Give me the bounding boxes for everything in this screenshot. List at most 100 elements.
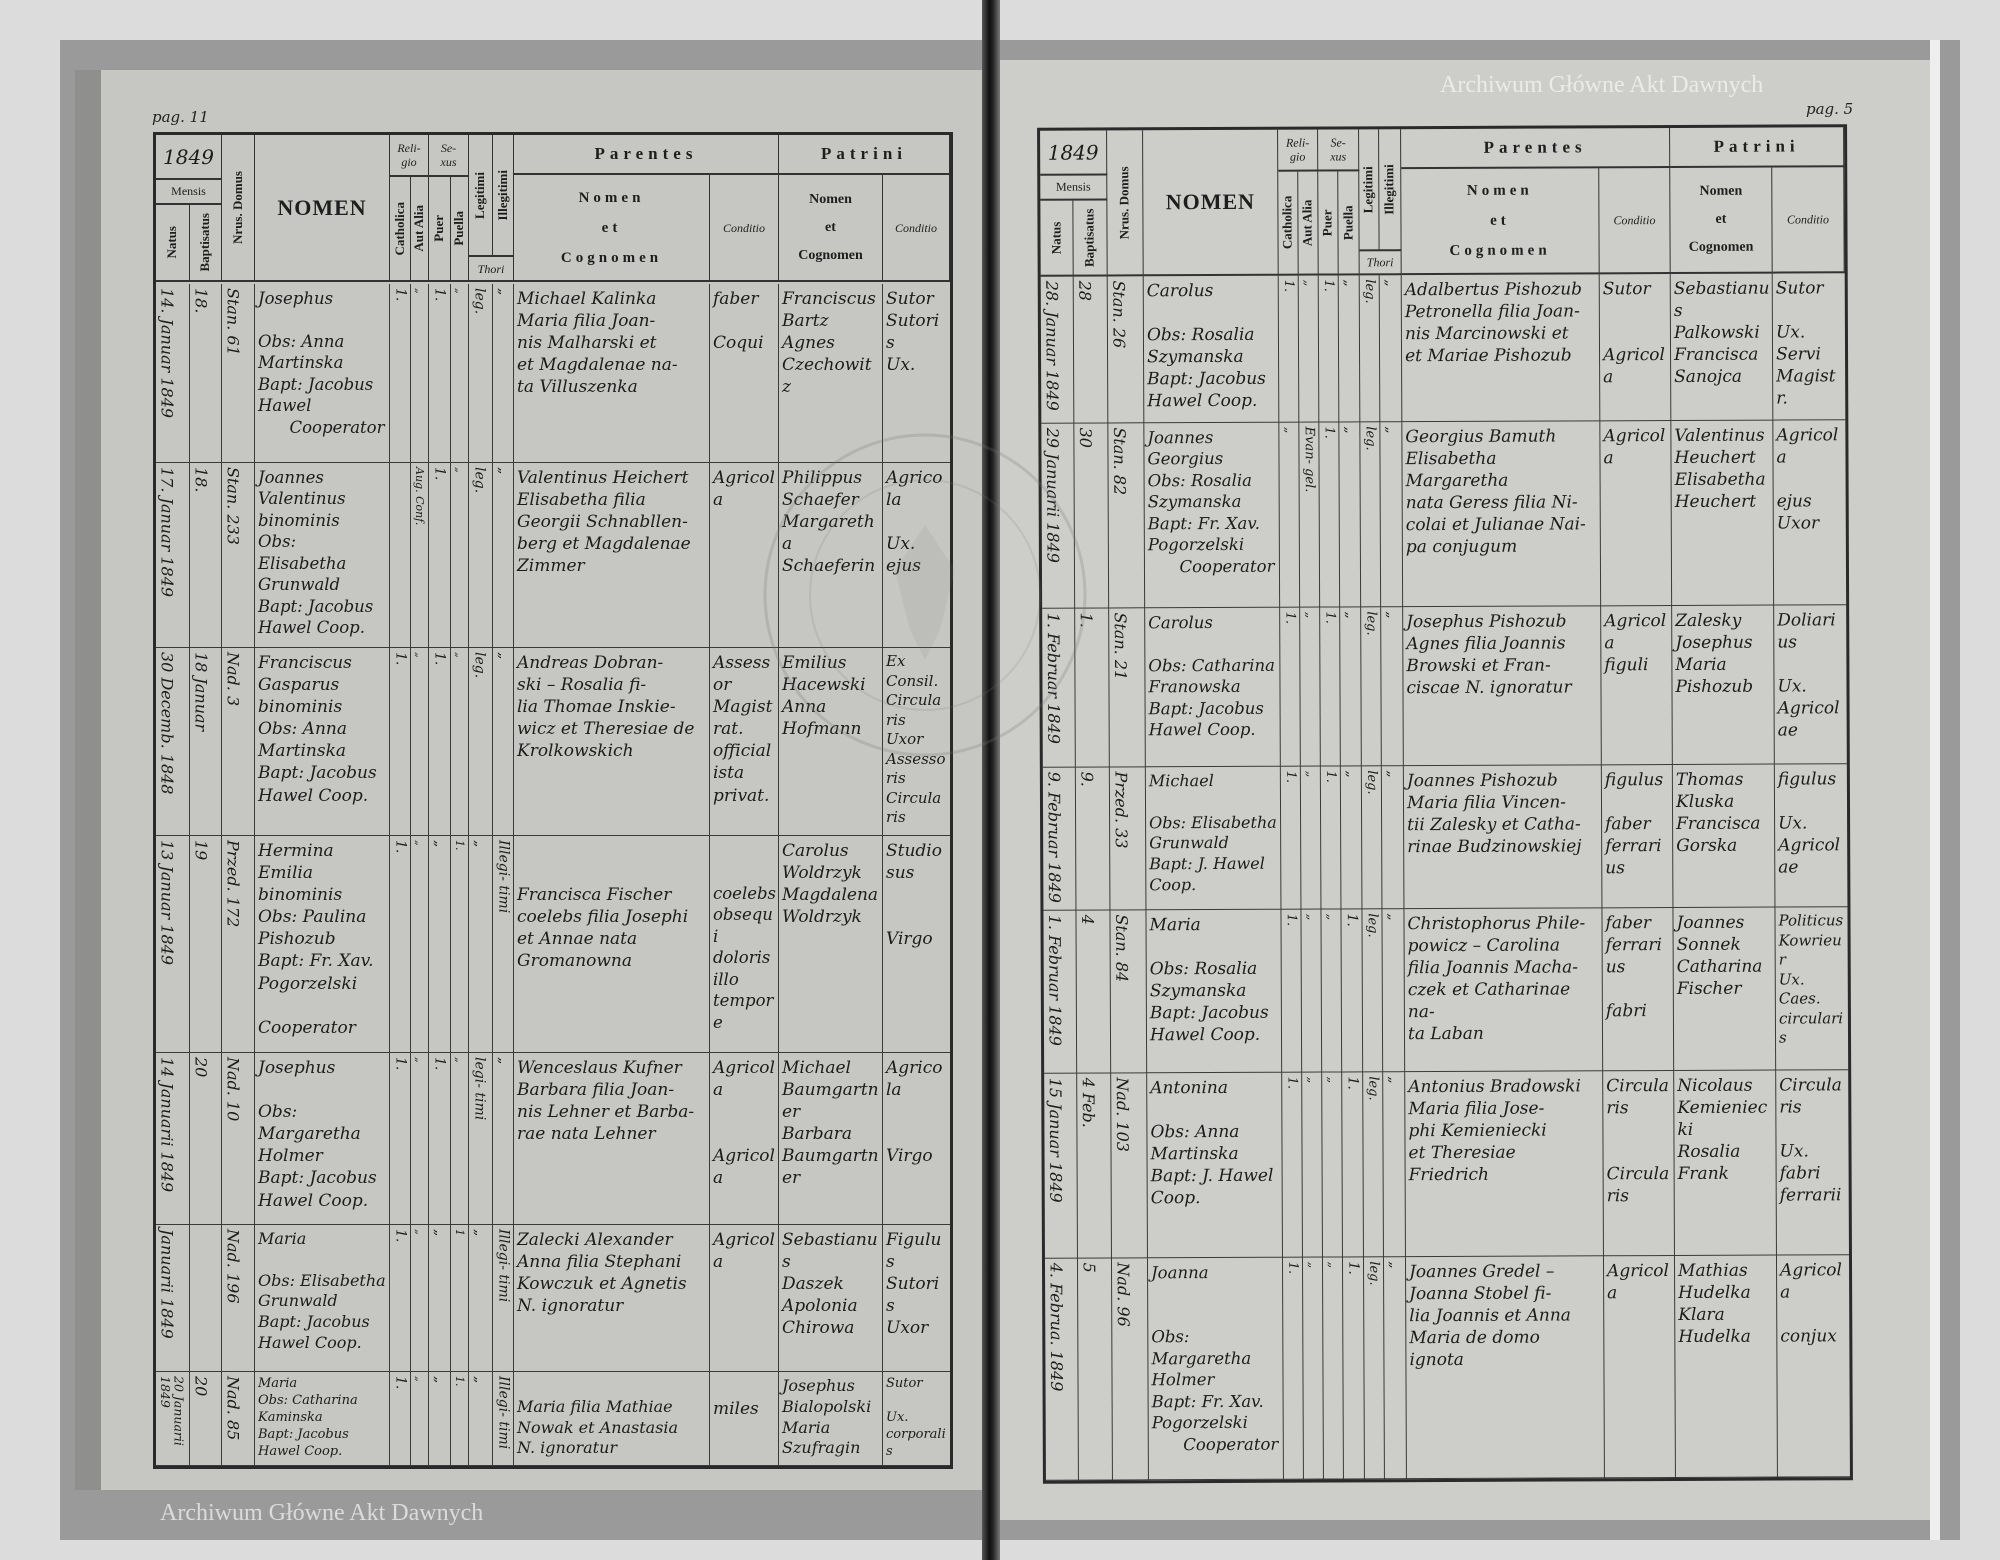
entry-parentes-nomen: Antonius Bradowski Maria filia Jose- phi… bbox=[1405, 1071, 1604, 1258]
entry-baptisatus: 5 bbox=[1077, 1258, 1113, 1481]
entry-parentes-nomen: Michael Kalinka Maria filia Joan- nis Ma… bbox=[514, 284, 710, 463]
entry-aut-alia: Aug. Conf. bbox=[411, 463, 429, 648]
entry-natus: 20 Januarii 1849 bbox=[156, 1372, 190, 1466]
entry-catholica: 1. bbox=[390, 836, 411, 1053]
entry-nomen: Josephus Obs: Margaretha Holmer Bapt: Ja… bbox=[255, 1053, 390, 1225]
header-puer: Puer bbox=[429, 177, 451, 282]
legitimi-text: leg. bbox=[1364, 913, 1380, 938]
catholica-text: 1. bbox=[1284, 1076, 1300, 1090]
puella-text: 1. bbox=[1344, 1076, 1361, 1090]
entry-puella: 1. bbox=[1342, 1072, 1364, 1258]
header-legitimi: Legitimi bbox=[469, 135, 493, 257]
register-entry-row: 15 Januar 1849 4 Feb. Nad. 103 Antonina Obs… bbox=[1044, 1070, 1849, 1259]
header-illegitimi-label: Illegitimi bbox=[1381, 163, 1397, 215]
entry-parentes-nomen: Wenceslaus Kufner Barbara filia Joan- ni… bbox=[514, 1053, 710, 1225]
entry-nomen: Joannes Valentinus binominis Obs: Elisab… bbox=[255, 463, 390, 648]
entry-parentes-conditio: Agricola bbox=[710, 1225, 779, 1372]
catholica-text: 1. bbox=[1281, 279, 1297, 293]
entry-natus: 1. Februar 1849 bbox=[1042, 608, 1076, 768]
parentes-conditio-text: Agricola bbox=[1606, 1261, 1670, 1304]
parentes-nomen-text: Zalecki Alexander Anna filia Stephani Ko… bbox=[517, 1230, 687, 1317]
entry-natus: 14. Januar 1849 bbox=[156, 284, 190, 463]
entry-puer: „ bbox=[1321, 909, 1343, 1073]
entry-natus: 9. Februar 1849 bbox=[1042, 767, 1077, 911]
entry-aut-alia: „ bbox=[1301, 909, 1323, 1073]
entry-puella: „ bbox=[451, 284, 469, 463]
puer-text: 1. bbox=[431, 652, 448, 666]
header-puella: Puella bbox=[1338, 171, 1360, 276]
header-year: 1849 bbox=[156, 135, 222, 180]
catholica-text: 1. bbox=[392, 1229, 409, 1243]
puer-text: 1. bbox=[1321, 279, 1337, 292]
puella-text: „ bbox=[453, 1057, 467, 1063]
natus-text: 9. Februar 1849 bbox=[1044, 771, 1065, 903]
entry-legitimi: „ bbox=[469, 836, 493, 1053]
parentes-nomen-text: Maria filia Mathiae Nowak et Anastasia N… bbox=[517, 1396, 679, 1458]
header-religio-label: Reli- gio bbox=[397, 141, 421, 169]
entry-legitimi: leg. bbox=[1363, 1257, 1385, 1480]
illegitimi-text: „ bbox=[1382, 426, 1399, 434]
patrini-nomen-text: Valentinus Heuchert Elisabetha Heuchert bbox=[1674, 425, 1766, 513]
entry-baptisatus: 20 bbox=[190, 1053, 222, 1225]
natus-text: 4. Februa. 1849 bbox=[1046, 1262, 1067, 1392]
header-thori-label: Thori bbox=[1366, 255, 1394, 270]
domus-text: Stan. 21 bbox=[1110, 612, 1131, 681]
entry-illegitimi: „ bbox=[493, 284, 514, 463]
baptisatus-text: 30 bbox=[1075, 427, 1096, 448]
patrini-nomen-text: Thomas Kluska Francisca Gorska bbox=[1675, 769, 1761, 857]
baptisatus-text: 4 Feb. bbox=[1078, 1077, 1099, 1128]
entry-domus: Przed. 172 bbox=[222, 836, 255, 1053]
entry-patrini-nomen: Michael Baumgartner Barbara Baumgartner bbox=[779, 1053, 883, 1225]
header-nomen: NOMEN bbox=[1143, 129, 1279, 277]
legitimi-text: leg. bbox=[1365, 1076, 1381, 1101]
entry-aut-alia: „ bbox=[411, 1053, 429, 1225]
catholica-text: 1. bbox=[392, 1376, 409, 1390]
patrini-conditio-text: Politicus Kowrieur Ux. Caes. circularis bbox=[1778, 911, 1844, 1047]
patrini-nomen-text: Nicolaus Kemieniecki Rosalia Frank bbox=[1677, 1075, 1768, 1185]
entry-patrini-conditio: Agricola ejus Uxor bbox=[1773, 420, 1847, 606]
header-mensis: Mensis bbox=[156, 180, 222, 205]
header-domus: Nrus. Domus bbox=[222, 135, 255, 282]
entry-legitimi: leg. bbox=[1362, 909, 1384, 1073]
page-margin-shadow bbox=[75, 70, 101, 1490]
patrini-conditio-text: Agricola ejus Uxor bbox=[1776, 425, 1839, 534]
entry-patrini-conditio: Sutor Sutoris Ux. bbox=[883, 284, 950, 463]
nomen-text: Josephus Obs: Anna Martinska Bapt: Jacob… bbox=[258, 289, 385, 437]
entry-puer: „ bbox=[429, 1372, 451, 1466]
entry-aut-alia: „ bbox=[1302, 1257, 1324, 1480]
entry-parentes-nomen: Valentinus Heichert Elisabetha filia Geo… bbox=[514, 463, 710, 648]
legitimi-text: legi- timi bbox=[471, 1057, 488, 1121]
page-number-left: pag. 11 bbox=[152, 108, 209, 126]
header-parentes-conditio-label: Conditio bbox=[722, 220, 765, 235]
parentes-conditio-text: Agricola bbox=[1603, 426, 1666, 469]
entry-parentes-conditio: figulus faber ferrarius bbox=[1601, 765, 1674, 909]
entry-patrini-nomen: Sebastianus Daszek Apolonia Chirowa bbox=[779, 1225, 883, 1372]
entry-domus: Stan. 82 bbox=[1108, 423, 1146, 609]
entry-nomen: Carolus Obs: Catharina Franowska Bapt: J… bbox=[1145, 607, 1281, 768]
header-domus-label: Nrus. Domus bbox=[229, 171, 245, 244]
header-baptisatus: Baptisatus bbox=[190, 205, 222, 282]
entry-parentes-conditio: Agricola Agricola bbox=[710, 1053, 779, 1225]
header-parentes-label: Parentes bbox=[1483, 137, 1587, 157]
entry-natus: 17. Januar 1849 bbox=[156, 463, 190, 648]
nomen-text: Hermina Emilia binominis Obs: Paulina Pi… bbox=[258, 841, 374, 1038]
nomen-text: Antonina Obs: Anna Martinska Bapt: J. Ha… bbox=[1150, 1077, 1279, 1209]
header-patrini-label: Patrini bbox=[1713, 136, 1800, 156]
parentes-nomen-text: Michael Kalinka Maria filia Joan- nis Ma… bbox=[517, 289, 678, 398]
entry-illegitimi: „ bbox=[1379, 275, 1403, 423]
header-patrini: Patrini bbox=[1670, 127, 1845, 169]
entry-parentes-conditio: Agricola bbox=[1600, 421, 1673, 607]
legitimi-text: leg. bbox=[471, 288, 488, 315]
header-puella: Puella bbox=[451, 177, 469, 282]
entry-puella: „ bbox=[1340, 607, 1362, 767]
header-sexus-label: Se- xus bbox=[440, 141, 457, 169]
legitimi-text: leg. bbox=[471, 652, 488, 679]
illegitimi-text: „ bbox=[1385, 1076, 1402, 1084]
register-entry-row: 14. Januar 1849 18. Stan. 61 Josephus Obs: … bbox=[156, 284, 950, 463]
patrini-conditio-text: Ex Consil. Circularis Uxor Assessoris Ci… bbox=[886, 652, 946, 826]
entry-patrini-conditio: Agricola Ux. ejus bbox=[883, 463, 950, 648]
entry-patrini-conditio: Sutor Ux. Servi Magistr. bbox=[1772, 273, 1846, 421]
header-catholica-label: Catholica bbox=[391, 201, 407, 256]
domus-text: Nad. 10 bbox=[223, 1057, 243, 1122]
domus-text: Nad. 85 bbox=[223, 1376, 243, 1441]
